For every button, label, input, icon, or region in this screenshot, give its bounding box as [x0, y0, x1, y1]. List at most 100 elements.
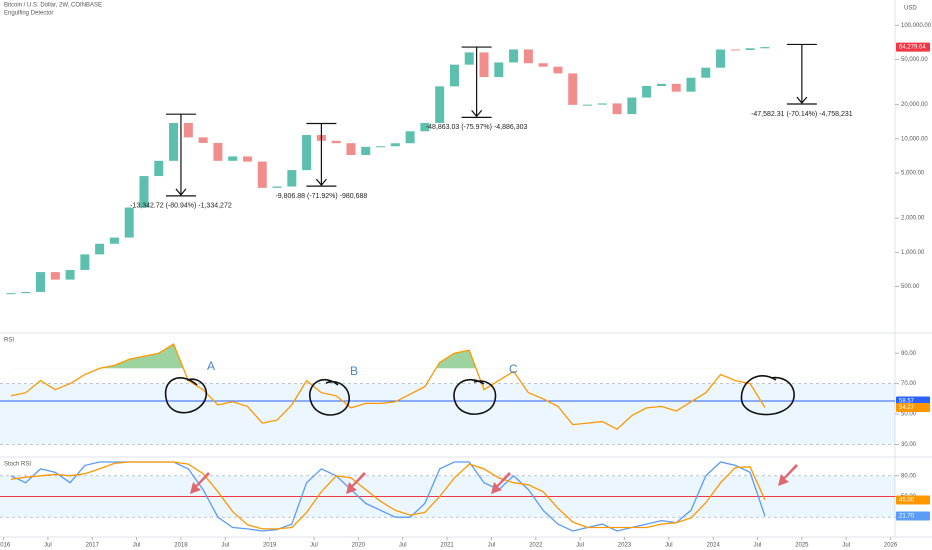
candle	[656, 83, 666, 86]
candle	[745, 48, 755, 50]
x-tick-label: 2023	[618, 543, 632, 549]
y-tick-label: 90.00	[901, 351, 917, 357]
drawdown-label: -47,582.31 (-70.14%) -4,758,231	[751, 111, 853, 118]
x-tick-label: 2016	[0, 543, 11, 549]
rsi-marker: C	[509, 362, 518, 376]
candle	[686, 77, 696, 92]
value-badge-label: 58.57	[899, 399, 915, 405]
y-tick-label: 10,000.00	[901, 136, 928, 142]
y-tick-label: 20,000.00	[901, 102, 928, 108]
candle	[390, 143, 400, 147]
currency-label: USD	[904, 6, 917, 12]
candle	[730, 49, 740, 51]
y-tick-label: 50,000.00	[901, 57, 928, 63]
drawdown-label: -48,863.03 (-75.97%) -4,886,303	[426, 124, 528, 131]
marks: 500.00 1,000.00 2,000.00 5,000.00 10,000.00 2…	[0, 23, 932, 549]
candle	[169, 122, 179, 161]
x-tick-label: 2024	[706, 543, 720, 549]
candle	[405, 131, 415, 144]
x-tick-label: Jul	[221, 543, 229, 549]
candle	[509, 49, 519, 63]
candle	[671, 83, 681, 92]
value-badge-label: 54.27	[899, 405, 915, 411]
indicator-line	[10, 343, 766, 430]
circle	[308, 378, 350, 416]
circle	[164, 377, 207, 414]
y-tick-label: 2,000.00	[901, 216, 925, 222]
y-tick-label: 5,000.00	[901, 171, 925, 177]
x-tick-label: Jul	[44, 543, 52, 549]
candle	[213, 142, 223, 161]
red-arrows	[190, 464, 798, 494]
arrow	[778, 464, 798, 486]
y-tick-label: 100,000.00	[901, 23, 932, 29]
arrow-head	[175, 188, 187, 196]
candle	[716, 49, 726, 68]
arrow-head	[471, 109, 483, 118]
y-tick-label: 70.00	[901, 381, 917, 387]
y-tick-label: 50.00	[901, 412, 917, 418]
x-tick-label: 2019	[263, 543, 277, 549]
candle	[139, 176, 149, 208]
candle	[95, 243, 105, 255]
candle	[331, 140, 341, 144]
candle	[65, 269, 75, 280]
candle	[80, 254, 90, 270]
x-tick-label: 2022	[529, 543, 543, 549]
candle	[627, 97, 637, 115]
candle	[302, 135, 312, 171]
candle	[21, 291, 31, 294]
arrow-head	[796, 96, 808, 104]
hand-drawn-circles	[164, 375, 795, 416]
candle	[435, 86, 445, 123]
value-badge	[896, 42, 930, 52]
y-tick-label: 80.00	[901, 473, 917, 479]
candle	[553, 66, 563, 74]
y-tick-label: 30.00	[901, 442, 917, 448]
candle	[50, 272, 60, 280]
candle	[198, 137, 208, 143]
value-badge	[896, 511, 930, 521]
x-tick-label: Jul	[842, 543, 850, 549]
value-badge	[896, 495, 930, 505]
candle	[583, 104, 593, 106]
indicator-line	[10, 461, 766, 530]
drawdown-label: -9,806.88 (-71.92%) -980,688	[275, 193, 367, 200]
candle	[183, 122, 193, 138]
x-tick-label: Jul	[488, 543, 496, 549]
candle	[701, 67, 711, 78]
value-badge-label: 64,279.64	[899, 45, 926, 51]
x-tick-label: 2025	[795, 543, 809, 549]
x-tick-label: Jul	[399, 543, 407, 549]
x-tick-label: 2026	[884, 543, 898, 549]
value-badge-label: 21.70	[899, 514, 915, 520]
arrow	[491, 472, 511, 494]
overbought-fill	[99, 344, 477, 369]
candle	[124, 207, 134, 238]
candle	[479, 52, 489, 78]
candle	[6, 293, 16, 295]
circle	[740, 375, 795, 416]
rsi-marker: A	[207, 359, 215, 373]
candle	[109, 237, 119, 244]
chart-title: Bitcoin / U.S. Dollar, 2W, COINBASE	[4, 3, 102, 9]
x-tick-label: 2017	[86, 543, 100, 549]
candle	[642, 85, 652, 98]
arrow-head	[315, 178, 327, 187]
candle	[494, 62, 504, 78]
candle	[449, 64, 459, 87]
x-tick-label: Jul	[133, 543, 141, 549]
rsi-marker: B	[350, 364, 358, 378]
x-tick-label: 2020	[352, 543, 366, 549]
candle	[568, 73, 578, 105]
candle	[612, 103, 622, 115]
candle	[523, 49, 533, 64]
x-tick-label: Jul	[665, 543, 673, 549]
x-tick-label: Jul	[576, 543, 584, 549]
y-tick-label: 500.00	[901, 284, 920, 290]
circle	[453, 378, 497, 415]
candle	[242, 156, 252, 162]
